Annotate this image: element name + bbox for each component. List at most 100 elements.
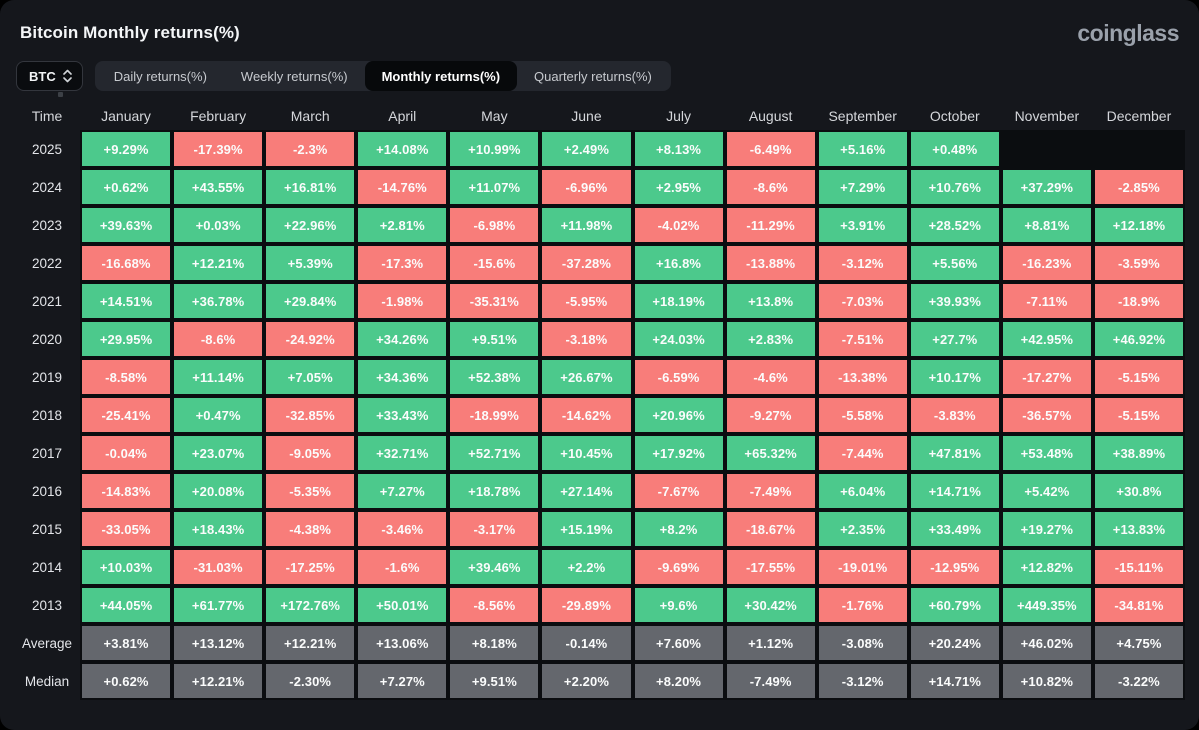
cell-2022-november: -16.23% [1000, 244, 1093, 282]
cell-average-july: +7.60% [632, 624, 725, 662]
cell-2013-november: +449.35% [1000, 586, 1093, 624]
cell-2023-november: +8.81% [1000, 206, 1093, 244]
cell-2022-july: +16.8% [632, 244, 725, 282]
cell-average-september: -3.08% [816, 624, 909, 662]
cell-2016-april: +7.27% [356, 472, 449, 510]
cell-2017-march: -9.05% [264, 434, 357, 472]
cell-2013-august: +30.42% [724, 586, 817, 624]
cell-median-april: +7.27% [356, 662, 449, 700]
cell-2015-march: -4.38% [264, 510, 357, 548]
tab-quarterly-returns[interactable]: Quarterly returns(%) [517, 61, 669, 91]
tab-monthly-returns[interactable]: Monthly returns(%) [364, 61, 518, 91]
cell-2014-december: -15.11% [1092, 548, 1186, 586]
tab-weekly-returns[interactable]: Weekly returns(%) [224, 61, 365, 91]
cell-2020-july: +24.03% [632, 320, 725, 358]
cell-2020-november: +42.95% [1000, 320, 1093, 358]
cell-2020-december: +46.92% [1092, 320, 1186, 358]
column-header-july: July [666, 108, 691, 124]
cell-2014-march: -17.25% [264, 548, 357, 586]
column-header-august: August [748, 108, 793, 124]
cell-2023-march: +22.96% [264, 206, 357, 244]
cell-2018-april: +33.43% [356, 396, 449, 434]
cell-2013-december: -34.81% [1092, 586, 1186, 624]
cell-2025-february: -17.39% [172, 130, 265, 168]
cell-2016-june: +27.14% [540, 472, 633, 510]
cell-2018-september: -5.58% [816, 396, 909, 434]
cell-2015-may: -3.17% [448, 510, 541, 548]
row-label-2018: 2018 [31, 407, 63, 423]
cell-2021-september: -7.03% [816, 282, 909, 320]
cell-median-may: +9.51% [448, 662, 541, 700]
cell-2013-july: +9.6% [632, 586, 725, 624]
row-label-2022: 2022 [31, 255, 63, 271]
cell-2022-march: +5.39% [264, 244, 357, 282]
cell-2018-july: +20.96% [632, 396, 725, 434]
cell-2025-december [1092, 130, 1186, 168]
cell-median-july: +8.20% [632, 662, 725, 700]
cell-2018-february: +0.47% [172, 396, 265, 434]
cell-average-november: +46.02% [1000, 624, 1093, 662]
cell-2013-september: -1.76% [816, 586, 909, 624]
cell-2025-september: +5.16% [816, 130, 909, 168]
cell-2018-august: -9.27% [724, 396, 817, 434]
cell-2014-july: -9.69% [632, 548, 725, 586]
cell-2022-september: -3.12% [816, 244, 909, 282]
cell-average-march: +12.21% [264, 624, 357, 662]
cell-2023-january: +39.63% [79, 206, 173, 244]
cell-2016-may: +18.78% [448, 472, 541, 510]
cell-average-may: +8.18% [448, 624, 541, 662]
cell-2013-october: +60.79% [908, 586, 1001, 624]
row-label-2013: 2013 [31, 597, 63, 613]
cell-2021-august: +13.8% [724, 282, 817, 320]
cell-2019-january: -8.58% [79, 358, 173, 396]
cell-average-june: -0.14% [540, 624, 633, 662]
column-header-october: October [929, 108, 980, 124]
cell-2015-september: +2.35% [816, 510, 909, 548]
cell-2023-april: +2.81% [356, 206, 449, 244]
cell-average-december: +4.75% [1092, 624, 1186, 662]
tab-daily-returns[interactable]: Daily returns(%) [97, 61, 224, 91]
chevron-updown-icon [62, 69, 72, 83]
cell-2020-june: -3.18% [540, 320, 633, 358]
cell-2014-august: -17.55% [724, 548, 817, 586]
cell-2019-october: +10.17% [908, 358, 1001, 396]
cell-median-september: -3.12% [816, 662, 909, 700]
row-label-2017: 2017 [31, 445, 63, 461]
cell-2021-june: -5.95% [540, 282, 633, 320]
symbol-select[interactable]: BTC [16, 61, 83, 91]
cell-2018-october: -3.83% [908, 396, 1001, 434]
cell-2022-june: -37.28% [540, 244, 633, 282]
cell-2013-april: +50.01% [356, 586, 449, 624]
cell-2013-march: +172.76% [264, 586, 357, 624]
cell-2017-october: +47.81% [908, 434, 1001, 472]
cell-2016-february: +20.08% [172, 472, 265, 510]
column-header-may: May [481, 108, 508, 124]
cell-2019-may: +52.38% [448, 358, 541, 396]
cell-2022-august: -13.88% [724, 244, 817, 282]
cell-2025-july: +8.13% [632, 130, 725, 168]
cell-2020-march: -24.92% [264, 320, 357, 358]
cell-2021-january: +14.51% [79, 282, 173, 320]
cell-2015-february: +18.43% [172, 510, 265, 548]
cell-2017-june: +10.45% [540, 434, 633, 472]
cell-2016-september: +6.04% [816, 472, 909, 510]
cell-2024-may: +11.07% [448, 168, 541, 206]
cell-2024-july: +2.95% [632, 168, 725, 206]
cell-2019-december: -5.15% [1092, 358, 1186, 396]
cell-2023-december: +12.18% [1092, 206, 1186, 244]
cell-2015-january: -33.05% [79, 510, 173, 548]
cell-2024-august: -8.6% [724, 168, 817, 206]
cell-2014-june: +2.2% [540, 548, 633, 586]
cell-2015-november: +19.27% [1000, 510, 1093, 548]
cell-2024-october: +10.76% [908, 168, 1001, 206]
cell-median-june: +2.20% [540, 662, 633, 700]
cell-average-august: +1.12% [724, 624, 817, 662]
cell-2024-september: +7.29% [816, 168, 909, 206]
cell-2022-april: -17.3% [356, 244, 449, 282]
cell-2018-november: -36.57% [1000, 396, 1093, 434]
cell-median-december: -3.22% [1092, 662, 1186, 700]
cell-2017-july: +17.92% [632, 434, 725, 472]
cell-2017-january: -0.04% [79, 434, 173, 472]
cell-2021-february: +36.78% [172, 282, 265, 320]
cell-2023-august: -11.29% [724, 206, 817, 244]
